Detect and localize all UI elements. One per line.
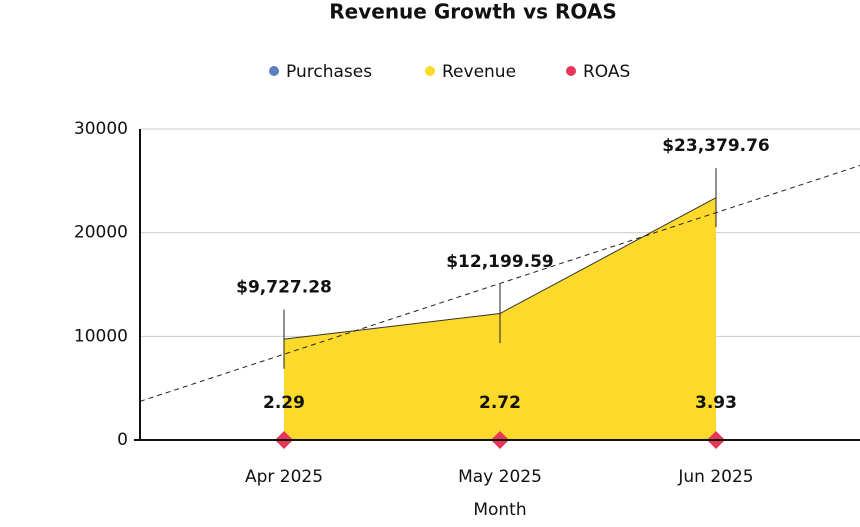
trendline <box>139 165 860 402</box>
value-label: 3.93 <box>695 393 737 413</box>
legend-marker <box>566 66 576 76</box>
value-label: $9,727.28 <box>236 278 332 298</box>
x-tick-label: Apr 2025 <box>245 467 323 487</box>
x-axis-title: Month <box>473 500 526 520</box>
legend-marker <box>425 66 435 76</box>
y-tick-label: 10000 <box>74 326 128 346</box>
value-label: $12,199.59 <box>446 252 554 272</box>
chart-title: Revenue Growth vs ROAS <box>329 0 616 24</box>
legend-label: Revenue <box>442 62 516 82</box>
y-tick-label: 0 <box>117 430 128 450</box>
value-label: 2.29 <box>263 393 305 413</box>
y-tick-label: 20000 <box>74 223 128 243</box>
value-label: $23,379.76 <box>662 136 770 156</box>
y-tick-label: 30000 <box>74 119 128 139</box>
legend-marker <box>269 66 279 76</box>
x-tick-label: May 2025 <box>458 467 542 487</box>
x-tick-label: Jun 2025 <box>677 467 753 487</box>
value-label: 2.72 <box>479 393 521 413</box>
legend-label: Purchases <box>286 62 372 82</box>
legend-label: ROAS <box>583 62 630 82</box>
